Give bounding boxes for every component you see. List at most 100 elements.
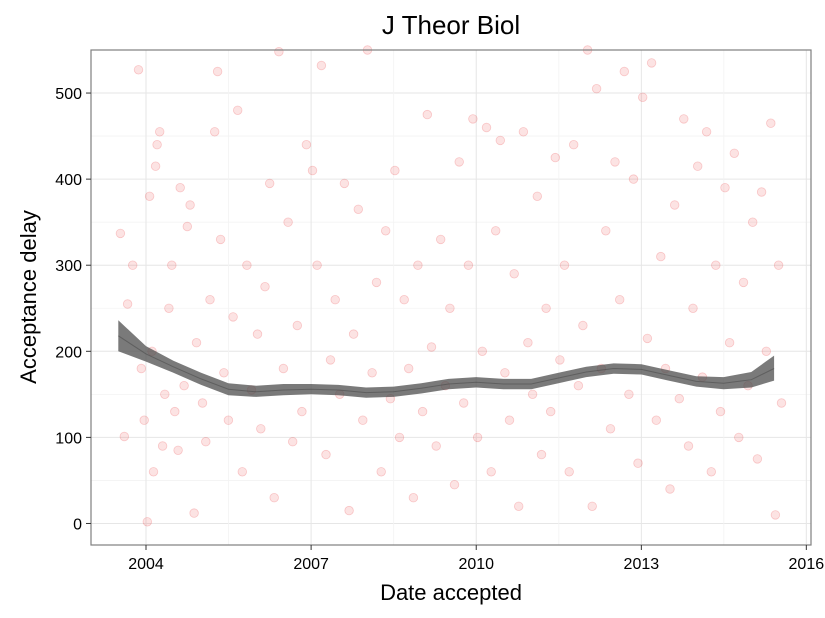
data-point bbox=[550, 152, 561, 163]
data-point bbox=[776, 398, 787, 408]
data-point bbox=[564, 467, 574, 477]
data-point bbox=[738, 277, 749, 288]
data-point bbox=[269, 493, 279, 503]
data-point bbox=[179, 381, 189, 391]
data-point bbox=[486, 467, 496, 477]
data-point bbox=[404, 363, 414, 374]
y-tick-label: 200 bbox=[55, 344, 82, 361]
data-point bbox=[274, 47, 284, 57]
x-tick-label: 2016 bbox=[789, 556, 825, 573]
data-point bbox=[325, 355, 336, 365]
data-point bbox=[219, 368, 229, 378]
data-point bbox=[160, 389, 170, 400]
data-point bbox=[491, 226, 501, 236]
data-point bbox=[215, 234, 226, 245]
y-axis-ticks: 0 100 200 300 400 500 bbox=[55, 86, 91, 533]
data-point bbox=[321, 449, 331, 460]
data-point bbox=[679, 114, 689, 124]
data-point bbox=[278, 363, 289, 374]
data-point bbox=[472, 432, 483, 443]
data-point bbox=[390, 165, 400, 176]
data-point bbox=[242, 260, 252, 270]
data-point bbox=[651, 415, 662, 425]
data-point bbox=[688, 303, 698, 314]
data-point bbox=[628, 174, 639, 184]
data-point bbox=[514, 501, 524, 512]
data-point bbox=[481, 122, 492, 133]
data-point bbox=[436, 234, 446, 245]
data-point bbox=[734, 432, 744, 443]
data-point bbox=[152, 139, 162, 150]
data-point bbox=[182, 221, 193, 232]
data-point bbox=[353, 204, 364, 215]
data-point bbox=[715, 406, 726, 417]
data-point bbox=[164, 303, 174, 314]
data-point bbox=[148, 467, 159, 477]
data-point bbox=[144, 191, 155, 202]
data-point bbox=[761, 346, 772, 357]
data-point bbox=[773, 260, 784, 270]
data-point bbox=[339, 178, 350, 189]
smooth-line bbox=[118, 335, 775, 394]
data-point bbox=[173, 445, 183, 456]
data-point bbox=[509, 269, 519, 279]
data-point bbox=[527, 389, 538, 400]
data-point bbox=[115, 228, 126, 239]
data-point bbox=[532, 191, 543, 202]
data-point bbox=[477, 346, 488, 357]
data-point bbox=[292, 320, 303, 331]
grid-lines bbox=[91, 50, 811, 545]
data-point bbox=[417, 406, 428, 417]
data-point bbox=[150, 161, 161, 171]
data-point bbox=[237, 467, 248, 477]
data-point bbox=[133, 65, 144, 75]
data-point bbox=[569, 139, 579, 150]
data-point bbox=[770, 510, 781, 520]
data-point bbox=[197, 398, 208, 408]
data-point bbox=[212, 66, 223, 77]
x-tick-label: 2004 bbox=[128, 556, 164, 573]
y-tick-label: 500 bbox=[55, 86, 82, 103]
data-point bbox=[201, 437, 211, 447]
data-point bbox=[573, 381, 584, 391]
data-point bbox=[185, 200, 195, 210]
data-point bbox=[756, 187, 767, 197]
data-point bbox=[646, 58, 657, 68]
data-point bbox=[142, 517, 153, 527]
y-tick-label: 100 bbox=[55, 430, 82, 447]
data-point bbox=[330, 295, 340, 305]
y-tick-label: 300 bbox=[55, 258, 82, 275]
data-point bbox=[766, 118, 776, 128]
data-point bbox=[720, 182, 730, 193]
data-point bbox=[693, 161, 703, 171]
data-point bbox=[445, 303, 455, 314]
data-point bbox=[136, 363, 147, 374]
data-point bbox=[228, 312, 238, 322]
data-point bbox=[674, 394, 685, 404]
data-point bbox=[358, 415, 368, 425]
x-tick-label: 2010 bbox=[458, 556, 494, 573]
data-point bbox=[523, 338, 533, 348]
data-point bbox=[191, 338, 202, 348]
data-point bbox=[701, 127, 712, 137]
data-point bbox=[546, 406, 556, 417]
data-point bbox=[656, 251, 666, 262]
data-point bbox=[394, 432, 405, 443]
data-point bbox=[683, 441, 694, 451]
data-point bbox=[119, 431, 130, 442]
data-point bbox=[665, 484, 675, 494]
data-point bbox=[265, 178, 275, 189]
data-point bbox=[504, 415, 515, 425]
data-point bbox=[638, 92, 648, 103]
data-point bbox=[232, 105, 243, 116]
data-point bbox=[591, 83, 602, 94]
y-axis-title: Acceptance delay bbox=[16, 210, 41, 384]
data-point bbox=[256, 424, 266, 434]
data-point bbox=[307, 165, 318, 176]
data-point bbox=[170, 406, 180, 417]
data-point bbox=[642, 333, 653, 344]
data-point bbox=[139, 415, 149, 425]
data-point bbox=[297, 406, 307, 417]
data-point bbox=[348, 329, 359, 339]
